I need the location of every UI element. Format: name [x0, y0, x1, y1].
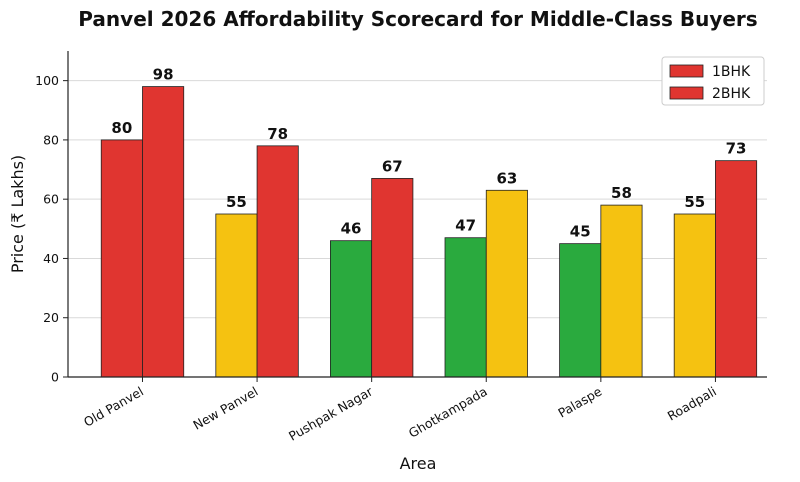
bar	[673, 213, 716, 378]
y-tick-label: 100	[35, 73, 59, 88]
x-tick-label: Roadpali	[665, 384, 719, 424]
legend-label-1bhk: 1BHK	[712, 64, 751, 80]
bar-value-label: 55	[226, 193, 247, 211]
bar-value-label: 78	[267, 125, 288, 143]
x-axis-label: Area	[400, 454, 437, 473]
bar-value-label: 55	[684, 193, 705, 211]
bar	[715, 160, 758, 378]
y-tick-label: 0	[51, 370, 59, 385]
bar	[600, 204, 643, 378]
bar-value-label: 80	[111, 119, 132, 137]
x-tick-label: New Panvel	[190, 384, 260, 433]
x-tick-label: Pushpak Nagar	[286, 383, 376, 444]
value-labels-layer: 80 55 46 47 45 55 98 78 67 63 58 73	[111, 66, 746, 241]
y-ticks: 0 20 40 60 80 100	[35, 73, 68, 385]
bar-value-label: 67	[382, 157, 403, 175]
bar	[559, 243, 602, 378]
y-tick-label: 80	[43, 132, 59, 147]
bar-value-label: 98	[153, 66, 174, 84]
bar-value-label: 63	[496, 169, 517, 187]
bar	[142, 86, 185, 378]
bar-value-label: 58	[611, 184, 632, 202]
bar-value-label: 47	[455, 217, 476, 235]
bar	[330, 240, 373, 378]
x-ticks: Old Panvel New Panvel Pushpak Nagar Ghotkam…	[81, 377, 719, 444]
x-tick-label: Ghotkampada	[406, 384, 490, 441]
bar	[485, 189, 528, 378]
legend: 1BHK 2BHK	[661, 56, 765, 106]
legend-label-2bhk: 2BHK	[712, 86, 751, 102]
bar-value-label: 73	[726, 140, 747, 158]
bar-value-label: 45	[570, 223, 591, 241]
y-tick-label: 60	[43, 192, 59, 207]
bars-layer	[100, 86, 758, 378]
bar	[215, 213, 258, 378]
x-tick-label: Palaspe	[555, 383, 604, 420]
y-tick-label: 20	[43, 310, 59, 325]
bar	[256, 145, 299, 378]
x-tick-label: Old Panvel	[81, 384, 146, 430]
bar	[444, 237, 487, 378]
bar	[371, 178, 414, 378]
y-axis-label: Price (₹ Lakhs)	[8, 155, 27, 273]
bar	[100, 139, 143, 378]
axes-layer	[67, 51, 767, 378]
legend-swatch-2bhk	[669, 86, 704, 100]
bar-value-label: 46	[341, 220, 362, 238]
legend-swatch-1bhk	[669, 64, 704, 78]
y-tick-label: 40	[43, 251, 59, 266]
chart-title: Panvel 2026 Affordability Scorecard for …	[78, 7, 757, 31]
